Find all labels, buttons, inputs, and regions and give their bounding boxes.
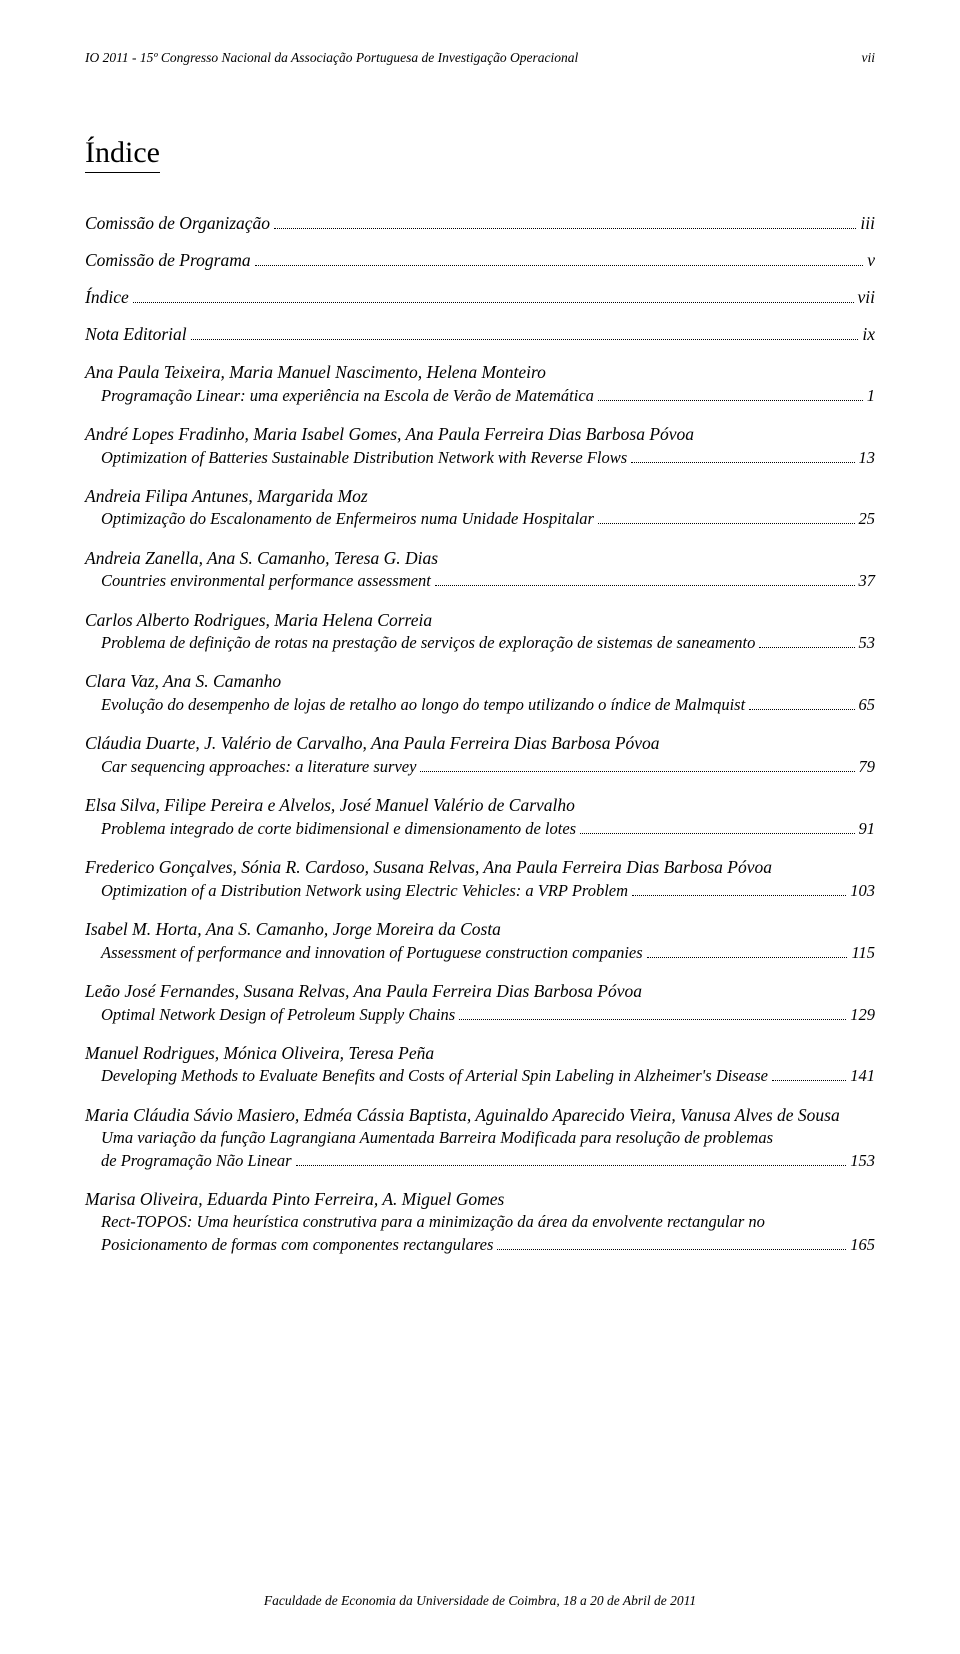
entry-authors: Ana Paula Teixeira, Maria Manuel Nascime… (85, 361, 875, 385)
toc-entry: Andreia Filipa Antunes, Margarida MozOpt… (85, 485, 875, 531)
entry-title: Countries environmental performance asse… (101, 570, 431, 592)
leader-dots (459, 1019, 846, 1020)
entry-title: Posicionamento de formas com componentes… (101, 1234, 493, 1256)
entry-authors: Marisa Oliveira, Eduarda Pinto Ferreira,… (85, 1188, 875, 1212)
entry-authors: Isabel M. Horta, Ana S. Camanho, Jorge M… (85, 918, 875, 942)
entry-page: 13 (859, 447, 876, 469)
leader-dots (647, 957, 848, 958)
toc-entry: André Lopes Fradinho, Maria Isabel Gomes… (85, 423, 875, 469)
toc-entry: Leão José Fernandes, Susana Relvas, Ana … (85, 980, 875, 1026)
entry-page: 37 (859, 570, 876, 592)
entry-title-pre: Uma variação da função Lagrangiana Aumen… (101, 1127, 875, 1149)
page-title: Índice (85, 136, 160, 173)
entry-title: Car sequencing approaches: a literature … (101, 756, 416, 778)
toc-entry: Manuel Rodrigues, Mónica Oliveira, Teres… (85, 1042, 875, 1088)
entry-authors: Andreia Filipa Antunes, Margarida Moz (85, 485, 875, 509)
entry-authors: Andreia Zanella, Ana S. Camanho, Teresa … (85, 547, 875, 571)
entry-authors: Elsa Silva, Filipe Pereira e Alvelos, Jo… (85, 794, 875, 818)
toc-entry: Clara Vaz, Ana S. CamanhoEvolução do des… (85, 670, 875, 716)
front-page: iii (860, 213, 875, 234)
entry-page: 25 (859, 508, 876, 530)
entry-authors: Maria Cláudia Sávio Masiero, Edméa Cássi… (85, 1104, 875, 1128)
leader-dots (191, 339, 859, 340)
header-left: IO 2011 - 15º Congresso Nacional da Asso… (85, 50, 578, 66)
front-matter-item: Comissão de Programa v (85, 250, 875, 271)
entry-page: 129 (850, 1004, 875, 1026)
leader-dots (435, 585, 855, 586)
entry-title: Problema integrado de corte bidimensiona… (101, 818, 576, 840)
entry-page: 103 (850, 880, 875, 902)
leader-dots (598, 400, 863, 401)
front-label: Comissão de Organização (85, 213, 270, 234)
toc-entries: Ana Paula Teixeira, Maria Manuel Nascime… (85, 361, 875, 1256)
front-page: v (867, 250, 875, 271)
leader-dots (580, 833, 854, 834)
leader-dots (296, 1165, 847, 1166)
entry-page: 53 (859, 632, 876, 654)
toc-entry: Cláudia Duarte, J. Valério de Carvalho, … (85, 732, 875, 778)
toc-entry: Maria Cláudia Sávio Masiero, Edméa Cássi… (85, 1104, 875, 1172)
front-page: vii (858, 287, 876, 308)
entry-authors: André Lopes Fradinho, Maria Isabel Gomes… (85, 423, 875, 447)
entry-page: 91 (859, 818, 876, 840)
leader-dots (632, 895, 846, 896)
entry-title: Programação Linear: uma experiência na E… (101, 385, 594, 407)
leader-dots (274, 228, 856, 229)
leader-dots (133, 302, 854, 303)
leader-dots (631, 462, 854, 463)
toc-entry: Andreia Zanella, Ana S. Camanho, Teresa … (85, 547, 875, 593)
entry-authors: Manuel Rodrigues, Mónica Oliveira, Teres… (85, 1042, 875, 1066)
entry-page: 65 (859, 694, 876, 716)
entry-authors: Frederico Gonçalves, Sónia R. Cardoso, S… (85, 856, 875, 880)
front-label: Nota Editorial (85, 324, 187, 345)
front-matter-item: Nota Editorial ix (85, 324, 875, 345)
front-matter-list: Comissão de Organização iii Comissão de Pr… (85, 213, 875, 345)
leader-dots (749, 709, 854, 710)
entry-page: 153 (850, 1150, 875, 1172)
entry-title: Assessment of performance and innovation… (101, 942, 643, 964)
entry-authors: Carlos Alberto Rodrigues, Maria Helena C… (85, 609, 875, 633)
entry-authors: Cláudia Duarte, J. Valério de Carvalho, … (85, 732, 875, 756)
leader-dots (759, 647, 854, 648)
page-footer: Faculdade de Economia da Universidade de… (0, 1593, 960, 1609)
entry-title: Optimization of a Distribution Network u… (101, 880, 628, 902)
leader-dots (255, 265, 864, 266)
entry-authors: Leão José Fernandes, Susana Relvas, Ana … (85, 980, 875, 1004)
entry-page: 1 (867, 385, 875, 407)
entry-title-pre: Rect-TOPOS: Uma heurística construtiva p… (101, 1211, 875, 1233)
entry-title: Problema de definição de rotas na presta… (101, 632, 755, 654)
entry-page: 141 (850, 1065, 875, 1087)
leader-dots (598, 523, 855, 524)
front-matter-item: Comissão de Organização iii (85, 213, 875, 234)
entry-title: Optimization of Batteries Sustainable Di… (101, 447, 627, 469)
leader-dots (497, 1249, 846, 1250)
entry-title: de Programação Não Linear (101, 1150, 292, 1172)
running-header: IO 2011 - 15º Congresso Nacional da Asso… (85, 50, 875, 66)
toc-entry: Isabel M. Horta, Ana S. Camanho, Jorge M… (85, 918, 875, 964)
header-right: vii (862, 50, 876, 66)
entry-title: Evolução do desempenho de lojas de retal… (101, 694, 745, 716)
toc-entry: Frederico Gonçalves, Sónia R. Cardoso, S… (85, 856, 875, 902)
entry-page: 79 (859, 756, 876, 778)
front-matter-item: Índice vii (85, 287, 875, 308)
toc-entry: Marisa Oliveira, Eduarda Pinto Ferreira,… (85, 1188, 875, 1256)
leader-dots (420, 771, 854, 772)
leader-dots (772, 1080, 846, 1081)
entry-authors: Clara Vaz, Ana S. Camanho (85, 670, 875, 694)
entry-page: 115 (851, 942, 875, 964)
front-label: Comissão de Programa (85, 250, 251, 271)
front-page: ix (862, 324, 875, 345)
entry-page: 165 (850, 1234, 875, 1256)
toc-entry: Ana Paula Teixeira, Maria Manuel Nascime… (85, 361, 875, 407)
front-label: Índice (85, 287, 129, 308)
toc-entry: Carlos Alberto Rodrigues, Maria Helena C… (85, 609, 875, 655)
toc-entry: Elsa Silva, Filipe Pereira e Alvelos, Jo… (85, 794, 875, 840)
entry-title: Developing Methods to Evaluate Benefits … (101, 1065, 768, 1087)
entry-title: Optimização do Escalonamento de Enfermei… (101, 508, 594, 530)
entry-title: Optimal Network Design of Petroleum Supp… (101, 1004, 455, 1026)
